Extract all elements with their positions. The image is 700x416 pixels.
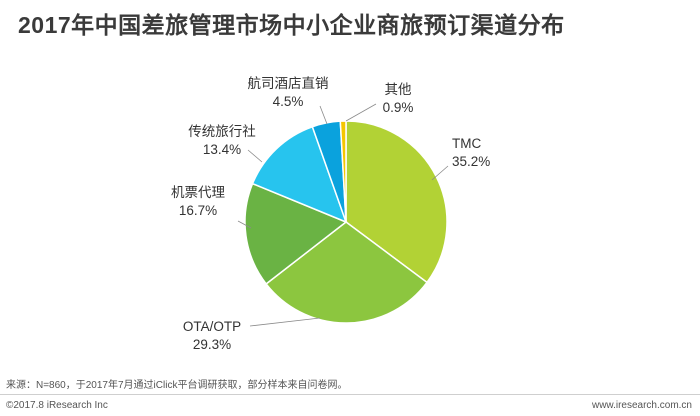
slice-label-5: 其他 [385, 82, 412, 97]
slice-value-0: 35.2% [452, 154, 490, 169]
pie-slice-5 [339, 120, 347, 223]
slice-label-4: 航司酒店直销 [248, 76, 329, 91]
pie-slice-1 [265, 221, 429, 324]
leader-lines [237, 103, 449, 327]
leader-line-4 [319, 105, 328, 125]
slice-label-3: 传统旅行社 [188, 124, 256, 139]
pie-slice-2 [244, 182, 348, 285]
slice-label-2: 机票代理 [171, 185, 225, 200]
pie-chart: TMC 35.2% OTA/OTP 29.3% 机票代理 16.7% 传统旅行社 13.4% 航… [171, 76, 490, 352]
source-note: 来源：N=860，于2017年7月通过iClick平台调研获取，部分样本来自问卷… [6, 380, 348, 391]
website-text: www.iresearch.com.cn [591, 400, 692, 411]
slice-label-1: OTA/OTP [183, 319, 241, 334]
leader-line-1 [249, 317, 321, 327]
footer-divider [0, 394, 700, 395]
slice-value-4: 4.5% [273, 94, 304, 109]
slice-value-3: 13.4% [203, 142, 241, 157]
leader-line-5 [345, 103, 377, 122]
chart-title: 2017年中国差旅管理市场中小企业商旅预订渠道分布 [18, 12, 565, 38]
leader-line-0 [431, 165, 449, 181]
slice-value-1: 29.3% [193, 337, 231, 352]
pie-slices [244, 120, 448, 324]
leader-line-2 [237, 220, 252, 229]
slice-value-5: 0.9% [383, 100, 414, 115]
copyright-text: ©2017.8 iResearch Inc [6, 400, 108, 411]
slice-labels: TMC 35.2% OTA/OTP 29.3% 机票代理 16.7% 传统旅行社 13.4% 航… [171, 76, 490, 352]
slice-value-2: 16.7% [179, 203, 217, 218]
slice-label-0: TMC [452, 136, 481, 151]
pie-slice-3 [251, 125, 348, 224]
leader-line-3 [247, 149, 263, 163]
